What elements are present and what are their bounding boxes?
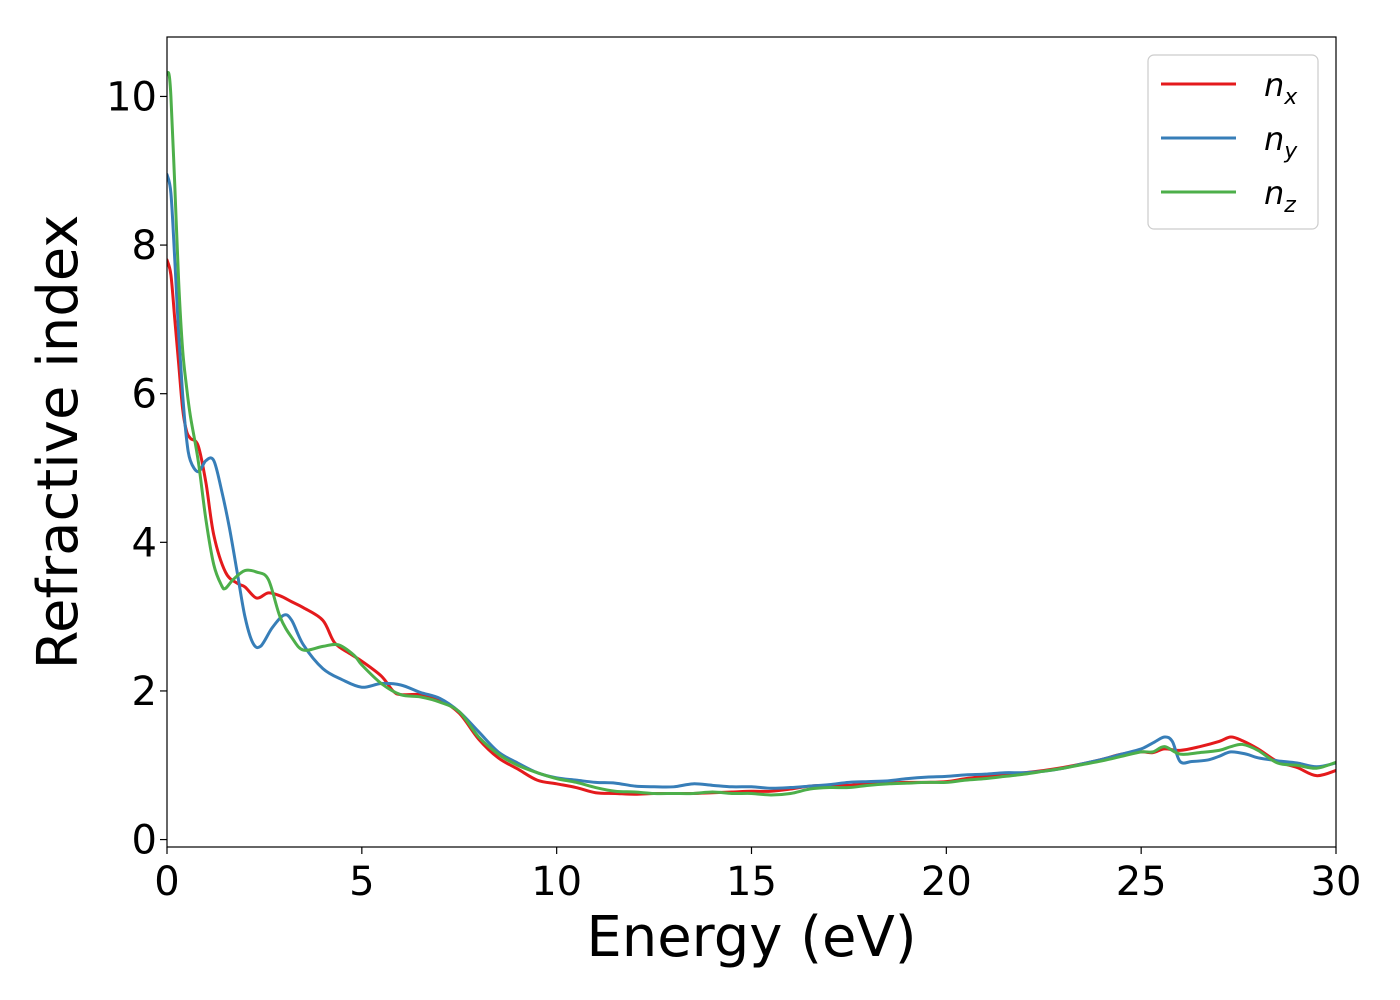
legend-label-ny: ny <box>1264 120 1298 164</box>
x-tick-label: 30 <box>1311 859 1362 905</box>
y-tick-label: 0 <box>132 818 157 864</box>
plot-area <box>167 37 1336 847</box>
x-tick-label: 15 <box>726 859 777 905</box>
x-tick-label: 20 <box>921 859 972 905</box>
y-tick-label: 4 <box>132 520 157 566</box>
x-axis-ticks: 0 5 10 15 20 25 30 <box>154 847 1361 905</box>
x-tick-label: 10 <box>531 859 582 905</box>
x-tick-label: 25 <box>1116 859 1167 905</box>
x-tick-label: 5 <box>349 859 374 905</box>
y-axis-ticks: 0 2 4 6 8 10 <box>106 74 167 864</box>
legend: nx ny nz <box>1147 54 1319 230</box>
y-tick-label: 6 <box>132 372 157 418</box>
y-tick-label: 8 <box>132 223 157 269</box>
x-tick-label: 0 <box>154 859 179 905</box>
legend-box <box>1147 54 1319 230</box>
y-tick-label: 2 <box>132 669 157 715</box>
x-axis-title: Energy (eV) <box>586 905 916 970</box>
y-axis-title: Refractive index <box>26 215 91 670</box>
y-tick-label: 10 <box>106 74 157 120</box>
series-line-nz <box>167 71 1336 797</box>
legend-label-nx: nx <box>1264 66 1298 110</box>
series-lines <box>167 71 1336 797</box>
legend-label-nz: nz <box>1264 174 1296 218</box>
series-line-ny <box>167 172 1336 790</box>
